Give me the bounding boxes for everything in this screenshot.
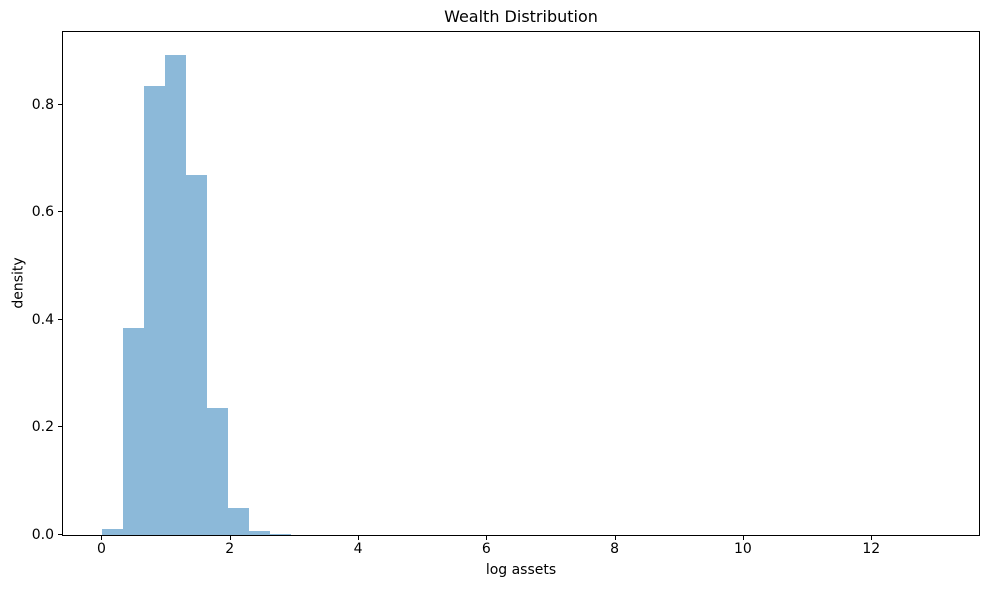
histogram-bar	[206, 407, 228, 535]
y-tick-mark	[58, 426, 63, 428]
x-tick-mark	[614, 535, 616, 540]
x-tick-mark	[229, 535, 231, 540]
y-tick-mark	[58, 534, 63, 535]
x-tick-label: 2	[225, 541, 235, 557]
x-tick-mark	[358, 535, 360, 540]
histogram-bar	[164, 54, 186, 535]
y-tick-label: 0.4	[31, 311, 54, 328]
histogram-bar	[185, 175, 207, 535]
y-tick-label: 0.8	[31, 96, 54, 113]
y-tick-label: 0.2	[31, 419, 54, 436]
histogram-bar	[227, 508, 249, 535]
histogram-bar	[123, 327, 145, 535]
y-tick-label: 0.6	[31, 204, 54, 221]
x-tick-mark	[486, 535, 488, 540]
y-tick-label: 0.0	[31, 527, 54, 543]
x-tick-label: 0	[97, 541, 106, 557]
histogram-bar	[269, 533, 291, 535]
x-tick-mark	[742, 535, 744, 540]
x-tick-mark	[871, 535, 873, 540]
x-tick-mark	[101, 535, 103, 540]
y-tick-mark	[58, 103, 63, 105]
x-axis-label: log assets	[485, 562, 557, 578]
plot-area: 0 2 4 6 8 10 12 0.0 0.2 0.4 0.6 0.8	[32, 31, 980, 557]
x-tick-label: 10	[734, 541, 752, 557]
x-tick-label: 8	[610, 541, 620, 557]
histogram-bar	[144, 86, 165, 535]
x-tick-label: 6	[481, 541, 491, 557]
y-tick-mark	[58, 318, 63, 320]
x-tick-label: 4	[353, 541, 363, 557]
x-tick-label: 12	[862, 541, 881, 557]
y-axis-label: density	[10, 257, 27, 309]
histogram-bar	[102, 528, 124, 535]
chart-title: Wealth Distribution	[444, 7, 598, 26]
histogram-bar	[248, 531, 270, 535]
y-tick-mark	[58, 211, 63, 213]
